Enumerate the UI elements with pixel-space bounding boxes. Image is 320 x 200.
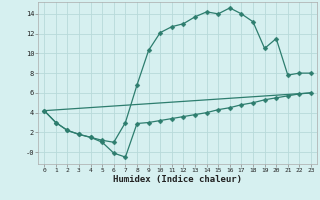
X-axis label: Humidex (Indice chaleur): Humidex (Indice chaleur): [113, 175, 242, 184]
